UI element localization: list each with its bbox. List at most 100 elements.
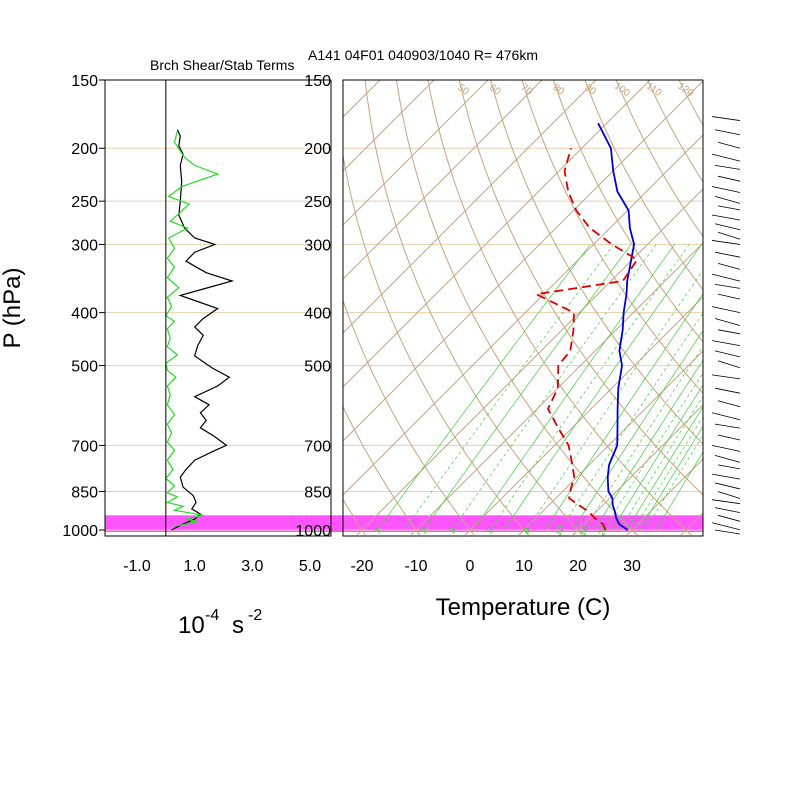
wind-barb — [714, 454, 741, 463]
y-axis-label: P (hPa) — [0, 268, 26, 349]
dry-adiabat-label: 60 — [487, 82, 503, 98]
dry-adiabat-line — [647, 80, 703, 183]
shear-tick-label: -1.0 — [123, 558, 151, 575]
wind-barb — [717, 293, 741, 300]
shear-tick-label: 5.0 — [299, 558, 321, 575]
temperature-tick-label: 0 — [466, 558, 475, 575]
wind-barb — [714, 529, 741, 535]
isotherm-line — [343, 80, 597, 334]
wind-barb — [714, 350, 741, 358]
mixing-ratio-line — [503, 244, 702, 531]
wind-barb — [711, 186, 741, 193]
pressure-tick-label: 300 — [304, 237, 331, 254]
temperature-tick-label: -20 — [350, 558, 373, 575]
dewpoint-profile — [533, 147, 639, 531]
wind-barb — [711, 306, 741, 314]
temperature-tick-label: 10 — [515, 558, 533, 575]
pressure-tick-label: 850 — [71, 484, 98, 501]
wind-barb — [711, 153, 741, 162]
skewt-background — [205, 80, 800, 542]
mixing-ratio-line — [544, 293, 703, 531]
dry-adiabat-line — [773, 80, 800, 542]
wind-barb — [717, 360, 741, 369]
isotherm-line — [343, 80, 543, 280]
wind-barb — [717, 263, 741, 270]
mixing-ratio-line — [611, 384, 703, 531]
mixing-ratio-line — [473, 244, 675, 531]
mixing-ratio-line — [572, 330, 703, 531]
wind-barb — [717, 175, 741, 182]
isotherm-line — [410, 242, 703, 535]
wind-barb — [717, 231, 741, 240]
mixing-ratio-line — [639, 425, 703, 531]
mixing-ratio-label: 20 — [596, 524, 610, 538]
pressure-tick-label: 700 — [304, 438, 331, 455]
sounding-title: A141 04F01 040903/1040 R= 476km — [308, 47, 538, 63]
wind-barb — [711, 340, 741, 346]
wind-barb — [714, 507, 741, 514]
isotherm-line — [343, 80, 703, 442]
dry-adiabat-line — [521, 80, 703, 394]
pressure-tick-label: 850 — [304, 484, 331, 501]
wind-barb — [714, 482, 741, 490]
dry-adiabat-line — [205, 80, 315, 542]
pressure-tick-label: 200 — [304, 141, 331, 158]
mixing-ratio-line — [377, 244, 591, 531]
dry-adiabat-label: 100 — [612, 81, 632, 100]
mixing-ratio-label: 1 — [372, 526, 383, 535]
dry-adiabat-line — [490, 80, 703, 445]
mixing-ratio-line — [452, 244, 657, 531]
shear-tick-label: 3.0 — [241, 558, 263, 575]
wind-barb — [717, 141, 741, 149]
dry-adiabat-label: 120 — [675, 81, 695, 100]
wind-barb — [717, 514, 741, 522]
surface-layer-band — [105, 515, 703, 532]
wind-barb — [711, 116, 741, 121]
dry-adiabat-label: 50 — [455, 82, 471, 98]
temperature-profile — [597, 122, 636, 531]
pressure-tick-label: 200 — [71, 141, 98, 158]
pressure-tick-label: 500 — [304, 359, 331, 376]
wind-barb — [717, 205, 741, 211]
isotherm-line — [572, 404, 703, 535]
stability-term-line — [164, 130, 220, 527]
units-unit: s — [232, 612, 244, 639]
mixing-ratio-line — [559, 312, 703, 531]
skewt-profile-lines — [533, 122, 639, 531]
isotherm-line — [518, 350, 703, 535]
axis-tick-labels: 1502002503004005007008501000150200250300… — [62, 73, 641, 575]
isotherm-line — [343, 80, 435, 172]
mixing-ratio-label: 3 — [447, 526, 458, 535]
wind-barb — [714, 223, 741, 231]
mixing-ratio-line — [583, 345, 703, 531]
dry-adiabat-label: 80 — [551, 82, 567, 98]
wind-barb — [714, 164, 741, 170]
mixing-ratio-label: 16 — [577, 524, 591, 538]
temperature-tick-label: -10 — [404, 558, 427, 575]
dry-adiabat-line — [710, 80, 800, 542]
dry-adiabat-line — [458, 80, 703, 496]
dry-adiabat-line — [343, 498, 366, 535]
isotherm-line — [782, 80, 800, 542]
dry-adiabat-line — [343, 299, 475, 535]
wind-barb — [711, 522, 741, 531]
wind-barb — [717, 400, 741, 408]
x-axis-label-units: 10 -4 s -2 — [178, 607, 262, 639]
mixing-ratio-line — [489, 244, 690, 531]
wind-barb — [711, 473, 741, 480]
dry-adiabat-line — [343, 405, 421, 535]
mixing-ratio-line — [526, 269, 703, 531]
isotherm-line — [343, 80, 489, 226]
pressure-tick-label: 400 — [304, 306, 331, 323]
wind-barb — [714, 195, 741, 204]
left-panel-title: Brch Shear/Stab Terms — [150, 57, 294, 73]
pressure-tick-label: 150 — [304, 73, 331, 90]
isotherm-line — [356, 188, 703, 535]
pressure-tick-label: 400 — [71, 306, 98, 323]
pressure-tick-label: 250 — [304, 194, 331, 211]
mixing-ratio-line — [633, 416, 703, 531]
pressure-tick-label: 700 — [71, 438, 98, 455]
mixing-ratio-line — [619, 395, 703, 531]
mixing-ratio-label: 12 — [553, 524, 567, 538]
